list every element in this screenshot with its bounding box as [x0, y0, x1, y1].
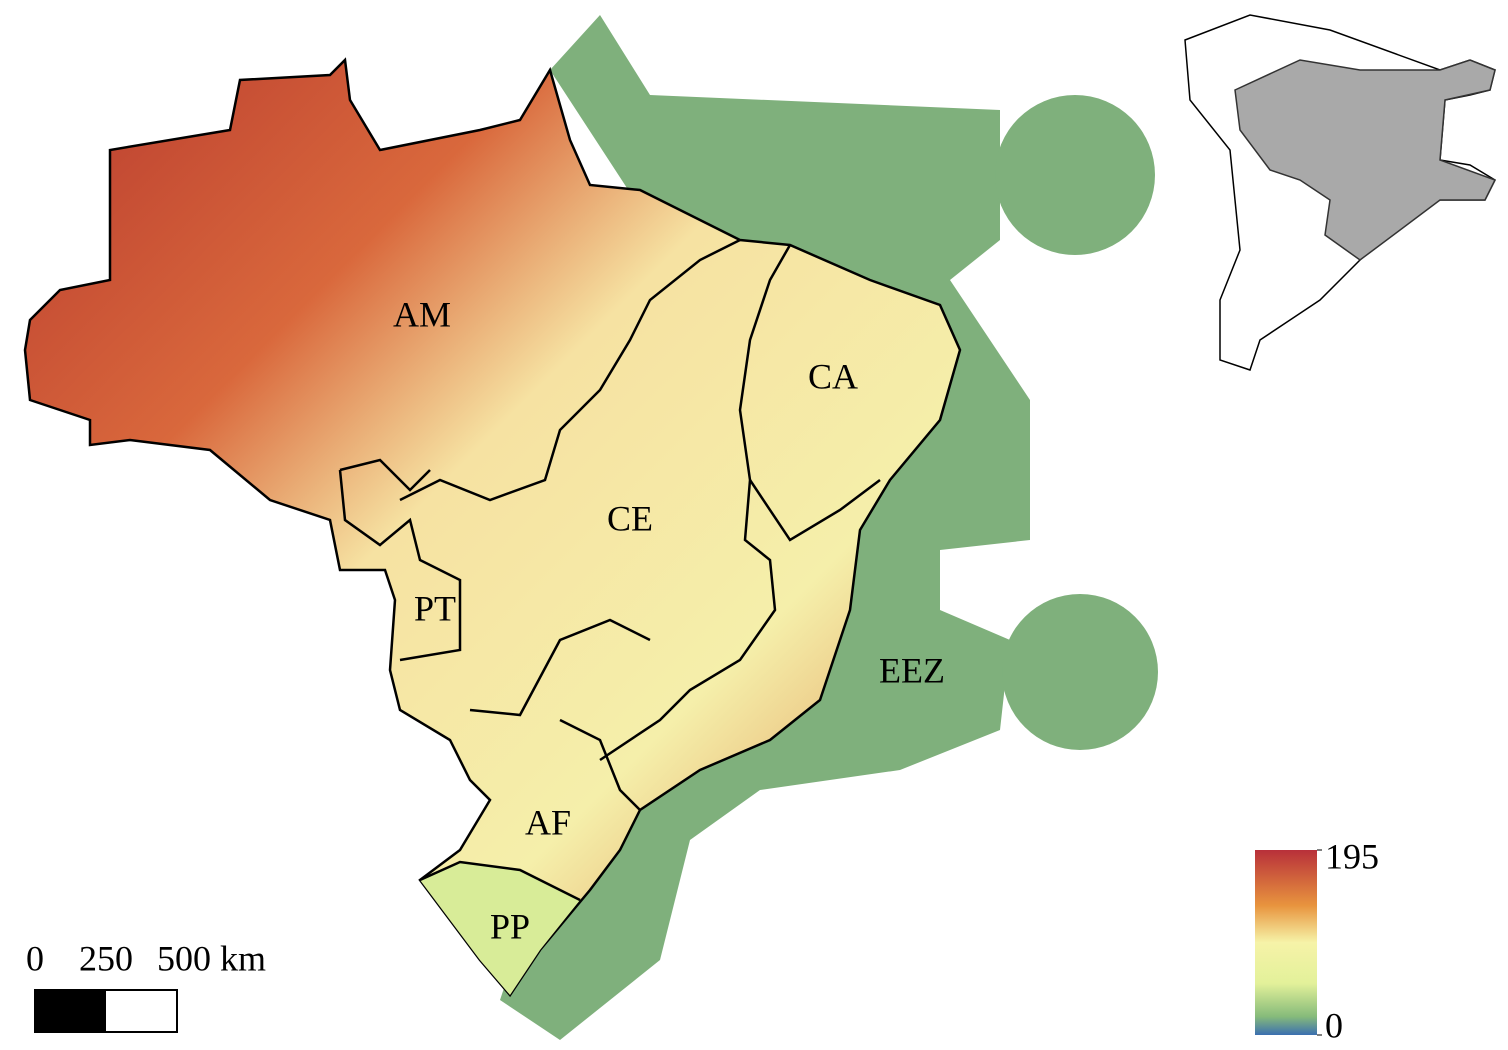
brazil [23, 57, 962, 998]
scale-label: 500 km [157, 938, 266, 978]
legend-label: 0 [1325, 1005, 1343, 1045]
region-labels: AM CA CE PT AF PP EEZ [393, 294, 945, 946]
region-label: CE [607, 498, 653, 538]
inset-map [1184, 14, 1497, 371]
scale-segment [35, 990, 106, 1032]
region-label: CA [808, 356, 858, 396]
color-bar [1255, 850, 1317, 1035]
region-label: PT [414, 588, 456, 628]
color-legend: 0 195 [1255, 836, 1379, 1045]
biome-boundaries [338, 238, 881, 902]
pampa [420, 862, 580, 995]
scale-label: 0 [26, 938, 44, 978]
region-label: PP [490, 906, 530, 946]
legend-label: 195 [1325, 836, 1379, 876]
region-label: EEZ [879, 650, 945, 690]
scale-label: 250 [79, 938, 133, 978]
region-label: AM [393, 294, 451, 334]
scale-bar: 0 250 500 km [26, 938, 266, 1033]
region-label: AF [525, 802, 571, 842]
